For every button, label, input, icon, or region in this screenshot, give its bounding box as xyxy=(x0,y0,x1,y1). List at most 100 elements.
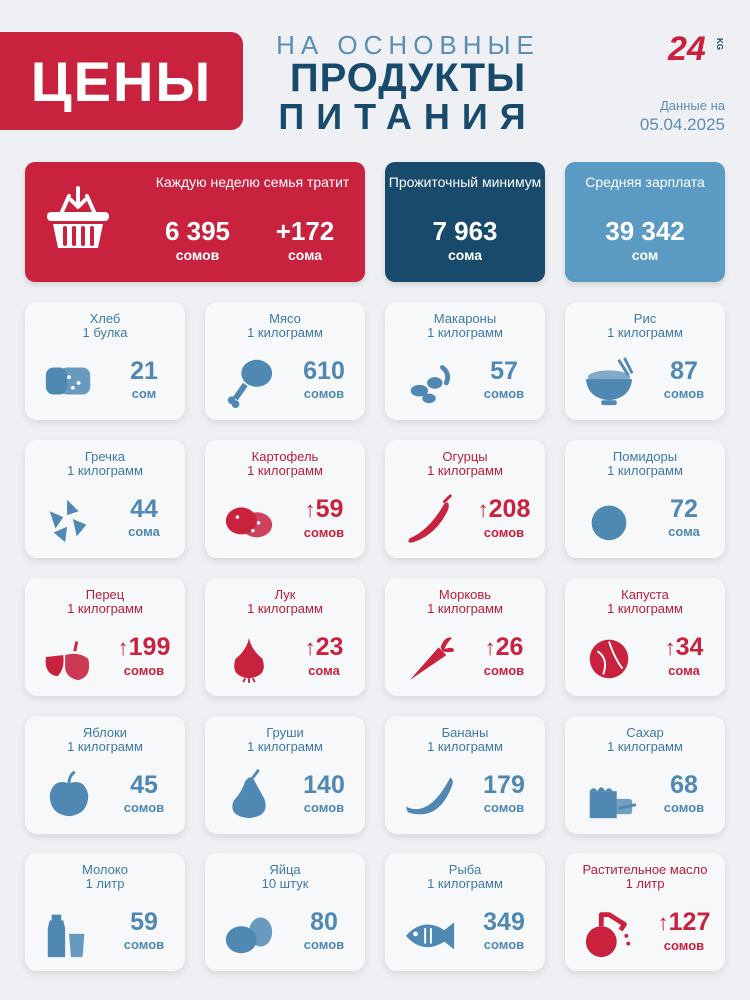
tomato-icon xyxy=(591,505,627,541)
product-value: 57 сомов xyxy=(463,356,545,401)
fish-icon xyxy=(405,922,455,950)
product-card: Капуста 1 килограмм ↑34 сома xyxy=(565,578,725,696)
product-card: Яйца 10 штук 80 сомов xyxy=(205,853,365,971)
product-quantity: 1 килограмм xyxy=(67,601,143,616)
product-quantity: 1 килограмм xyxy=(607,601,683,616)
product-price-line: 57 xyxy=(463,356,545,386)
product-card: Огурцы 1 килограмм ↑208 сомов xyxy=(385,440,545,558)
product-quantity: 1 килограмм xyxy=(427,876,503,891)
product-unit: сомов xyxy=(663,938,705,953)
weekly-title: Каждую неделю семья тратит xyxy=(155,174,350,190)
carrot-icon xyxy=(409,637,455,681)
weekly-change-unit: сома xyxy=(287,247,323,263)
product-price: 140 xyxy=(303,771,345,799)
weekly-change: +172 xyxy=(275,216,335,246)
apple-icon xyxy=(49,770,89,817)
product-price: 34 xyxy=(675,633,704,661)
product-unit: сомов xyxy=(303,800,345,815)
product-card: Бананы 1 килограмм 179 сомов xyxy=(385,716,545,834)
product-quantity: 1 килограмм xyxy=(607,739,683,754)
product-value: 87 сомов xyxy=(643,356,725,401)
product-quantity: 1 килограмм xyxy=(427,325,503,340)
product-unit: сомов xyxy=(303,386,345,401)
product-price-line: 610 xyxy=(283,356,365,386)
product-price: 610 xyxy=(303,357,345,385)
product-price: 44 xyxy=(130,495,158,523)
meat-icon xyxy=(227,359,273,408)
product-value: 21 сом xyxy=(103,356,185,401)
product-price-line: 21 xyxy=(103,356,185,386)
product-name: Рис xyxy=(633,311,657,326)
product-price: 208 xyxy=(488,495,531,523)
product-name: Морковь xyxy=(438,587,492,602)
arrow-up-icon: ↑ xyxy=(117,635,129,660)
product-name: Лук xyxy=(274,587,296,602)
arrow-up-icon: ↑ xyxy=(304,497,316,522)
cucumber-icon xyxy=(408,494,452,543)
salary-title: Средняя зарплата xyxy=(585,174,705,190)
product-value: 349 сомов xyxy=(463,907,545,952)
product-unit: сома xyxy=(308,663,340,678)
arrow-up-icon: ↑ xyxy=(484,635,496,660)
product-price: 23 xyxy=(315,633,344,661)
product-price: 199 xyxy=(128,633,171,661)
oil-icon xyxy=(585,912,631,958)
product-name: Яйца xyxy=(269,862,301,877)
onion-icon xyxy=(234,637,264,684)
product-name: Яблоки xyxy=(82,725,128,740)
product-card: Морковь 1 килограмм ↑26 сомов xyxy=(385,578,545,696)
product-unit: сомов xyxy=(123,937,165,952)
header-title-line1: ПРОДУКТЫ xyxy=(289,56,527,100)
product-price: 59 xyxy=(315,495,344,523)
product-card: Перец 1 килограмм ↑199 сомов xyxy=(25,578,185,696)
product-value: 610 сомов xyxy=(283,356,365,401)
arrow-up-icon: ↑ xyxy=(664,635,676,660)
product-name: Сахар xyxy=(626,725,664,740)
product-card: Гречка 1 килограмм 44 сома xyxy=(25,440,185,558)
product-name: Макароны xyxy=(433,311,497,326)
milk-icon xyxy=(47,914,85,958)
product-price-line: ↑59 xyxy=(283,494,365,525)
product-unit: сомов xyxy=(123,800,165,815)
title-badge: ЦЕНЫ xyxy=(0,32,243,130)
product-price-line: 140 xyxy=(283,770,365,800)
product-name: Хлеб xyxy=(89,311,121,326)
product-name: Рыба xyxy=(448,862,482,877)
product-value: 179 сомов xyxy=(463,770,545,815)
product-name: Гречка xyxy=(84,449,126,464)
product-value: ↑59 сомов xyxy=(283,494,365,540)
product-value: ↑23 сома xyxy=(283,632,365,678)
weekly-amount: 6 395 xyxy=(164,216,231,246)
pear-icon xyxy=(232,769,266,819)
product-price: 59 xyxy=(130,908,158,936)
product-card: Молоко 1 литр 59 сомов xyxy=(25,853,185,971)
product-price-line: 72 xyxy=(643,494,725,524)
product-value: 72 сома xyxy=(643,494,725,539)
product-price-line: 44 xyxy=(103,494,185,524)
product-quantity: 1 килограмм xyxy=(607,325,683,340)
product-quantity: 1 килограмм xyxy=(67,463,143,478)
arrow-up-icon: ↑ xyxy=(304,635,316,660)
product-price-line: 80 xyxy=(283,907,365,937)
product-name: Помидоры xyxy=(612,449,678,464)
product-value: 59 сомов xyxy=(103,907,185,952)
product-unit: сомов xyxy=(483,800,525,815)
product-price-line: 59 xyxy=(103,907,185,937)
product-unit: сомов xyxy=(303,525,345,540)
product-value: ↑26 сомов xyxy=(463,632,545,678)
product-quantity: 1 литр xyxy=(85,876,125,891)
product-unit: сомов xyxy=(123,663,165,678)
pasta-icon xyxy=(410,365,451,404)
product-quantity: 1 килограмм xyxy=(427,739,503,754)
product-card: Рис 1 килограмм 87 сомов xyxy=(565,302,725,420)
product-value: ↑199 сомов xyxy=(103,632,185,678)
product-quantity: 1 килограмм xyxy=(247,463,323,478)
salary-unit: сом xyxy=(631,247,659,263)
product-value: 44 сома xyxy=(103,494,185,539)
product-quantity: 1 килограмм xyxy=(247,601,323,616)
product-quantity: 1 литр xyxy=(625,876,665,891)
sugar-icon xyxy=(589,787,637,819)
product-price: 87 xyxy=(670,357,698,385)
product-card: Картофель 1 килограмм ↑59 сомов xyxy=(205,440,365,558)
date-value: 05.04.2025 xyxy=(639,115,725,134)
